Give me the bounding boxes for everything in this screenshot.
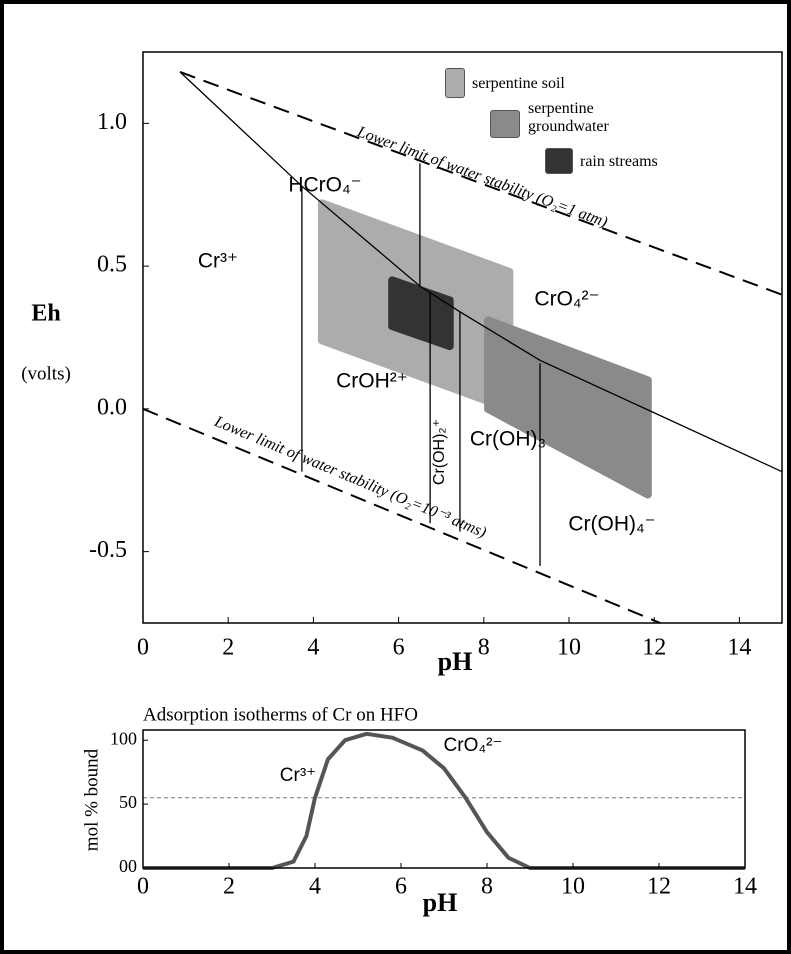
species-label: Cr(OH)₃ (470, 428, 546, 451)
x-tick-label: 10 (557, 635, 581, 661)
x-tick-label: 10 (561, 874, 585, 900)
species-label: Cr³⁺ (280, 765, 316, 786)
x-tick-label: 4 (309, 874, 321, 900)
y-tick-label: 1.0 (97, 109, 127, 135)
x-axis-label: pH (438, 647, 473, 676)
y-axis-label: mol % bound (81, 748, 102, 851)
species-label: HCrO₄⁻ (288, 174, 361, 197)
isotherm-line (143, 731, 745, 870)
species-label: Cr³⁺ (198, 250, 238, 273)
legend-label: rain streams (580, 153, 658, 170)
y-tick-label: -0.5 (89, 537, 127, 563)
x-tick-label: 8 (481, 874, 493, 900)
annotation: Lower limit of water stability (O₂=1 atm… (354, 123, 610, 231)
legend-swatch (545, 148, 573, 174)
y-axis-label: Eh (31, 301, 60, 327)
y-axis-unit: (volts) (21, 363, 71, 384)
boundary-line (179, 71, 783, 296)
y-tick-label: 0.0 (97, 394, 127, 420)
legend-swatch (445, 68, 465, 98)
x-tick-label: 0 (137, 635, 149, 661)
x-tick-label: 6 (393, 635, 405, 661)
x-tick-label: 14 (727, 635, 751, 661)
x-tick-label: 0 (137, 874, 149, 900)
x-tick-label: 2 (223, 874, 235, 900)
x-tick-label: 2 (222, 635, 234, 661)
species-label: Cr(OH)₂⁺ (431, 419, 448, 485)
legend-label: serpentine soil (472, 75, 565, 92)
species-label: Cr(OH)₄⁻ (568, 513, 655, 536)
x-axis-label: pH (423, 888, 458, 917)
species-label: CrOH²⁺ (336, 370, 408, 393)
x-tick-label: 4 (307, 635, 319, 661)
plot-frame (142, 729, 746, 869)
x-tick-label: 8 (478, 635, 490, 661)
y-tick-label: 100 (110, 728, 137, 748)
legend-label: serpentine groundwater (528, 100, 609, 135)
y-tick-label: 00 (119, 856, 137, 876)
x-tick-label: 12 (647, 874, 671, 900)
legend-swatch (490, 110, 520, 138)
y-tick-label: 0.5 (97, 252, 127, 278)
x-tick-label: 12 (642, 635, 666, 661)
species-label: CrO₄²⁻ (444, 735, 503, 756)
plot-frame (142, 51, 783, 624)
y-tick-label: 50 (119, 792, 137, 812)
x-tick-label: 14 (733, 874, 757, 900)
species-label: CrO₄²⁻ (534, 288, 599, 311)
x-tick-label: 6 (395, 874, 407, 900)
region (484, 316, 652, 499)
boundary-line (142, 407, 661, 624)
chart-title: Adsorption isotherms of Cr on HFO (143, 704, 418, 725)
